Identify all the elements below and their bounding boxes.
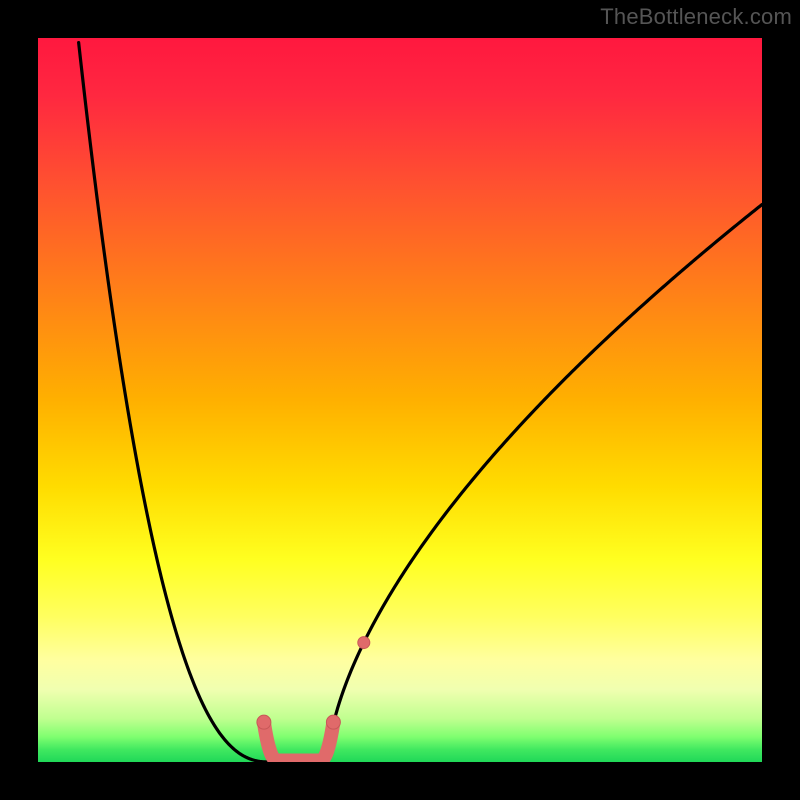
right-branch-dot — [358, 637, 370, 649]
chart-root: TheBottleneck.com — [0, 0, 800, 800]
valley-right-dot — [326, 715, 340, 729]
watermark-label: TheBottleneck.com — [600, 4, 792, 30]
valley-left-dot — [257, 715, 271, 729]
chart-svg — [0, 0, 800, 800]
gradient-plot-area — [38, 38, 762, 762]
